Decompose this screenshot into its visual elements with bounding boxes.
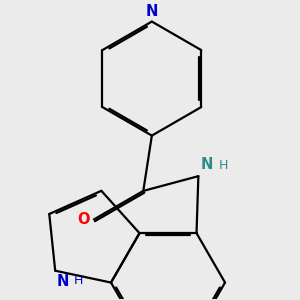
Text: H: H	[74, 274, 83, 287]
Text: N: N	[57, 274, 69, 290]
Text: H: H	[219, 160, 228, 172]
Text: N: N	[200, 158, 213, 172]
Text: O: O	[78, 212, 90, 227]
Text: N: N	[146, 4, 158, 19]
